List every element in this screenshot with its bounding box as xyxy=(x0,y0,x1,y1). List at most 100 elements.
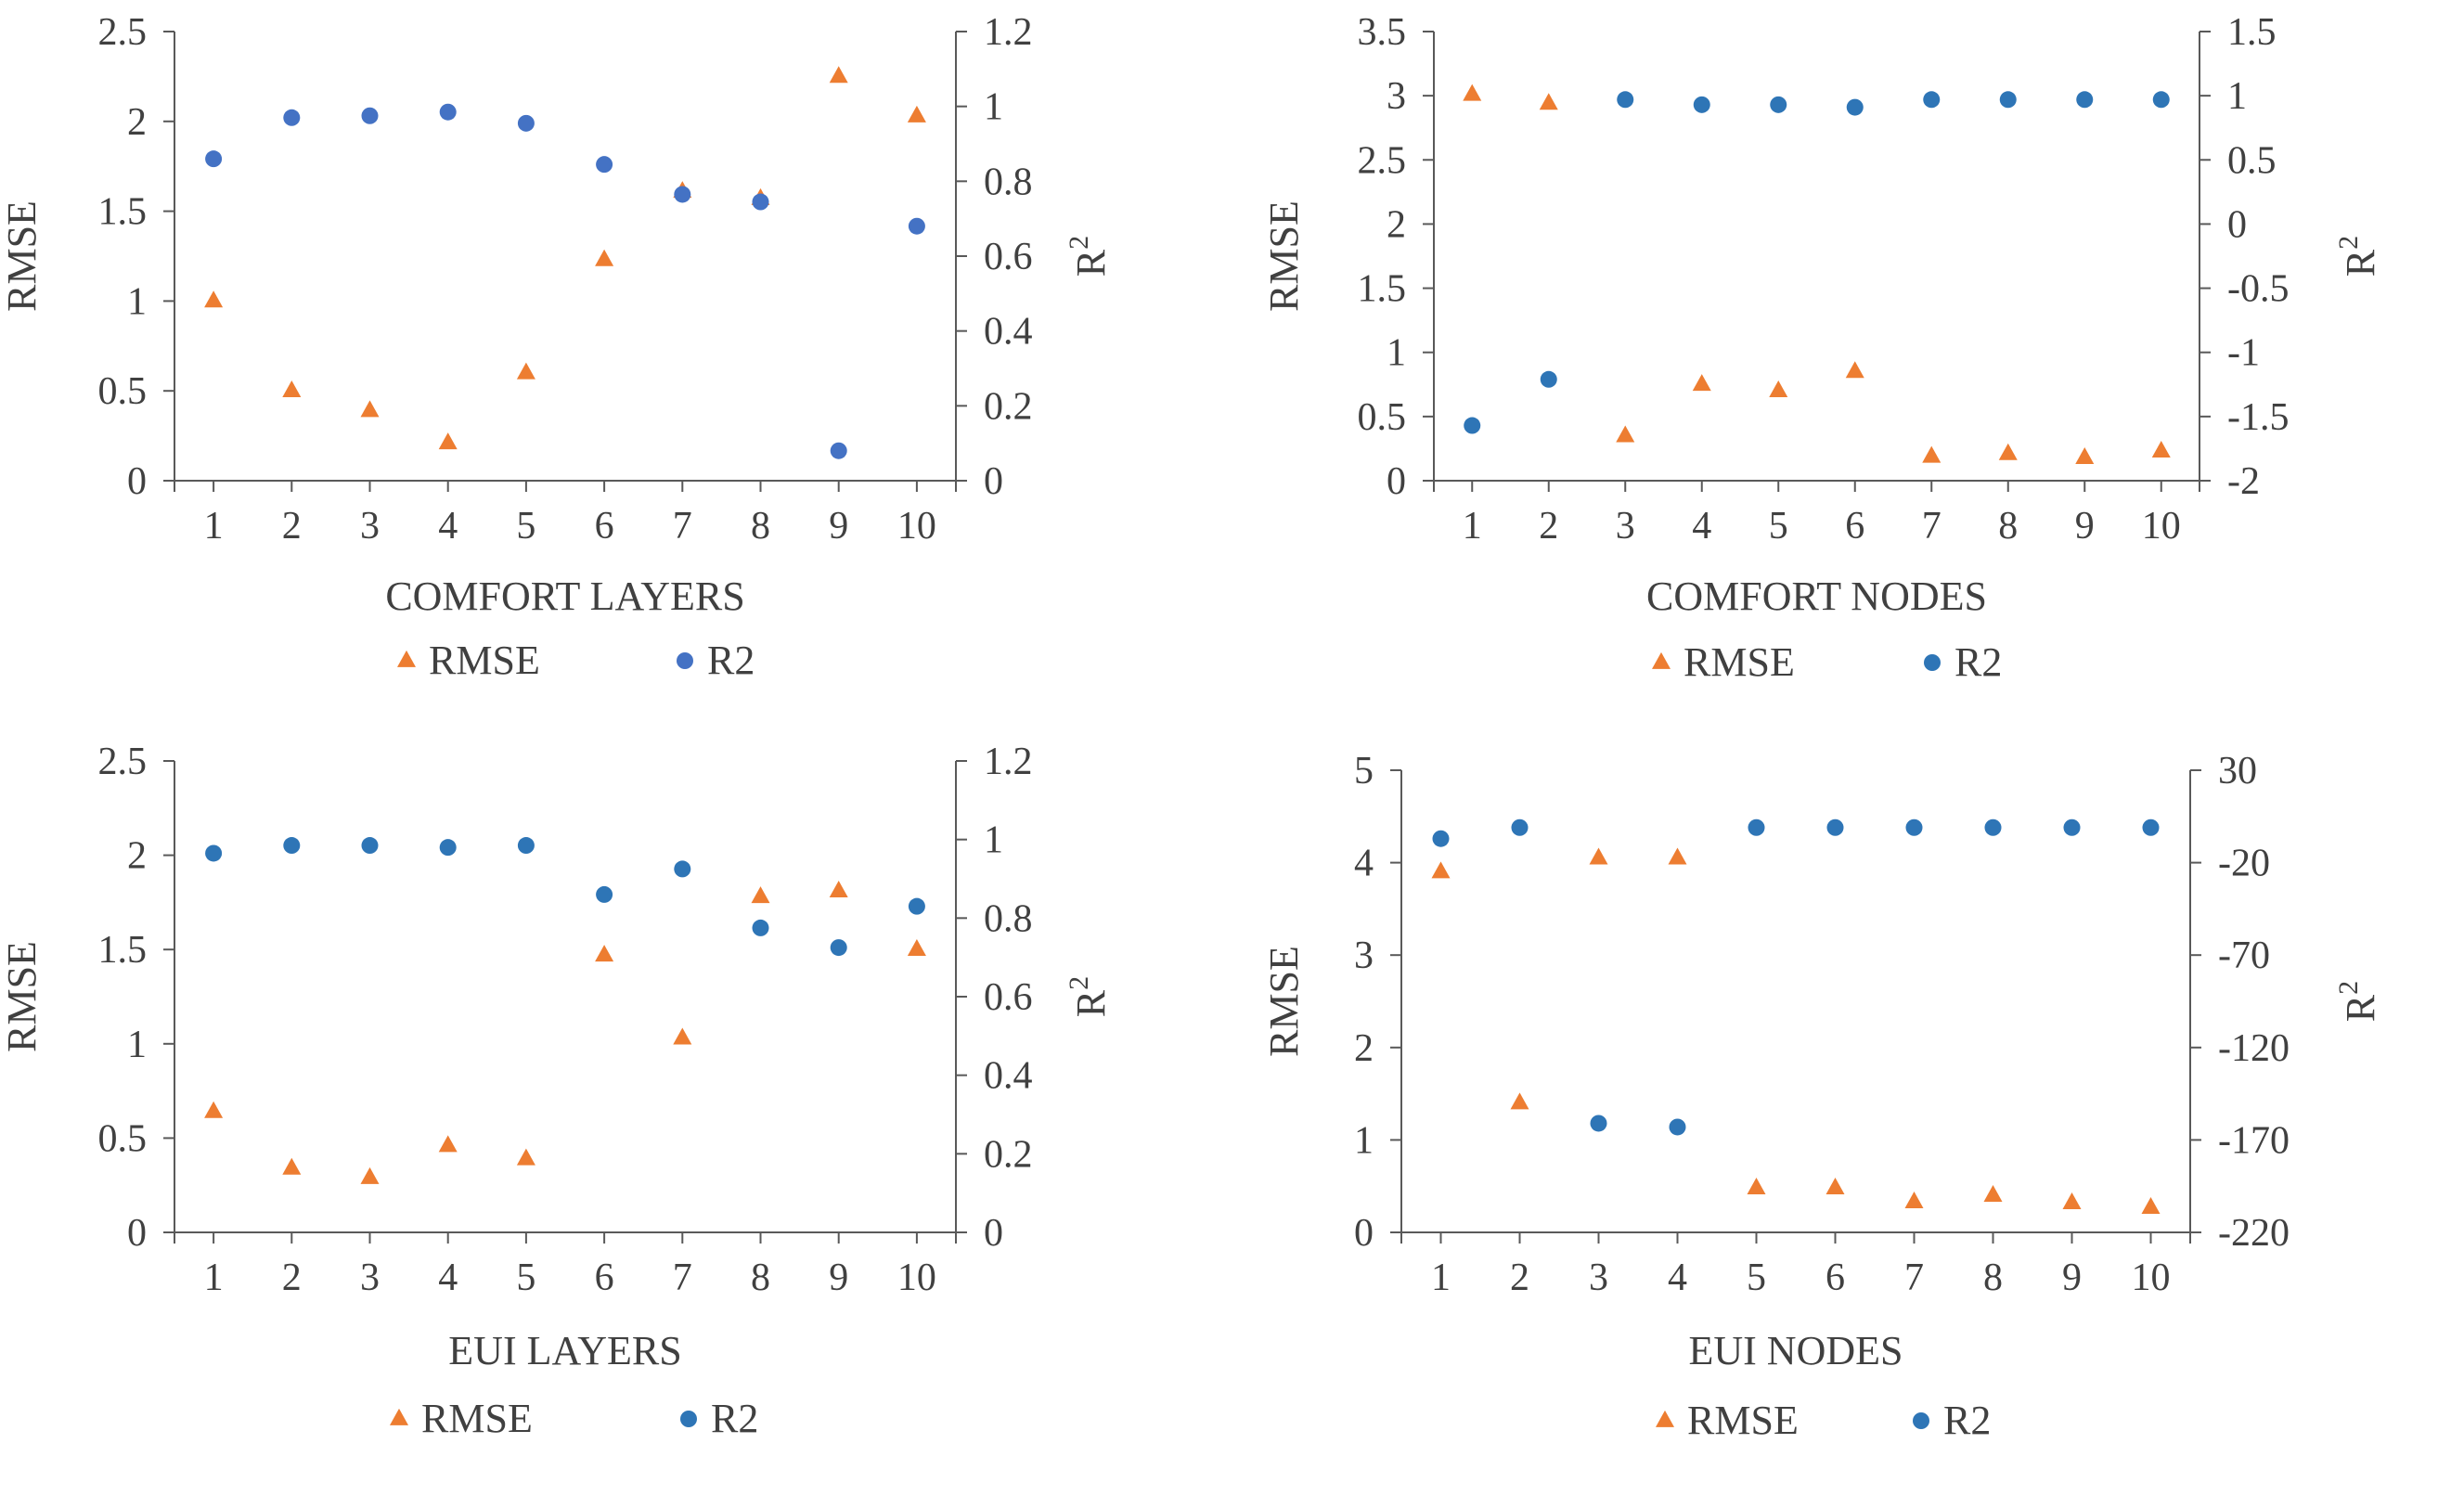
rmse-point xyxy=(1589,847,1608,865)
chart-panel-3: 0 0.5 1 1.5 2 2.5 0 0.2 0.4 0.6 0.8 1 1.2 1 2 3 4 5 6 7 8 9 10… xyxy=(0,741,1114,1441)
left-tick-label: 2.5 xyxy=(1358,139,1407,182)
right-tick-label: -1.5 xyxy=(2227,396,2290,439)
r2-point xyxy=(439,839,457,857)
x-tick-label: 6 xyxy=(1845,505,1864,548)
legend-r2-label: R2 xyxy=(1943,1398,1991,1443)
rmse-point xyxy=(438,432,458,450)
r2-point xyxy=(1770,96,1787,113)
r2-point xyxy=(283,109,301,126)
x-tick-label: 10 xyxy=(897,505,936,548)
right-tick-label: 0.5 xyxy=(2227,139,2277,182)
left-tick-label: 0 xyxy=(127,460,147,503)
r2-point xyxy=(2142,818,2160,836)
x-tick-label: 7 xyxy=(1904,1257,1924,1299)
x-tick-label: 10 xyxy=(2142,505,2181,548)
legend-r2-marker xyxy=(1913,1412,1929,1429)
rmse-point xyxy=(360,400,380,418)
rmse-point xyxy=(282,380,302,398)
secondary-y-axis-title-sup: 2 xyxy=(2333,236,2364,250)
right-tick-label: -70 xyxy=(2218,934,2270,977)
secondary-y-axis-title-base: R xyxy=(2338,994,2383,1022)
rmse-point xyxy=(1998,443,2018,460)
right-tick-label: 0.8 xyxy=(984,897,1033,940)
x-tick-label: 3 xyxy=(360,1257,380,1299)
x-axis-title: COMFORT LAYERS xyxy=(385,574,744,619)
right-tick-label: 1 xyxy=(2227,75,2247,118)
x-tick-label: 9 xyxy=(829,1257,848,1299)
left-tick-label: 1 xyxy=(127,280,147,323)
r2-point xyxy=(596,885,613,903)
left-tick-label: 1.5 xyxy=(98,191,148,234)
rmse-point xyxy=(829,881,848,898)
x-tick-label: 7 xyxy=(673,505,692,548)
x-tick-label: 4 xyxy=(438,1257,458,1299)
left-tick-label: 3.5 xyxy=(1358,11,1407,54)
r2-point xyxy=(1984,818,2002,836)
x-tick-label: 8 xyxy=(751,1257,770,1299)
r2-point xyxy=(1748,818,1765,836)
legend-rmse-marker xyxy=(397,650,416,667)
right-tick-label: 0.4 xyxy=(984,311,1033,354)
x-tick-label: 2 xyxy=(282,505,302,548)
x-tick-label: 3 xyxy=(1616,505,1635,548)
x-tick-label: 9 xyxy=(2075,505,2095,548)
right-tick-label: -20 xyxy=(2218,843,2270,885)
rmse-point xyxy=(2141,1196,2161,1214)
r2-point xyxy=(205,150,223,168)
rmse-point xyxy=(1825,1178,1845,1195)
left-tick-label: 2.5 xyxy=(98,741,148,783)
secondary-y-axis-title-base: R xyxy=(1068,249,1114,277)
rmse-point xyxy=(1747,1178,1766,1195)
secondary-y-axis-title: R2 xyxy=(2333,981,2383,1022)
left-tick-label: 3 xyxy=(1387,75,1406,118)
rmse-point xyxy=(1539,93,1558,110)
legend-r2-marker xyxy=(1924,654,1941,671)
rmse-point xyxy=(2062,1192,2082,1209)
x-tick-label: 7 xyxy=(673,1257,692,1299)
right-tick-label: -1 xyxy=(2227,332,2260,375)
secondary-y-axis-title: R2 xyxy=(1064,236,1114,277)
secondary-y-axis-title-sup: 2 xyxy=(1064,976,1094,990)
rmse-point xyxy=(1769,380,1788,398)
r2-point xyxy=(283,837,301,855)
right-tick-label: 1 xyxy=(984,819,1003,862)
right-tick-label: 0 xyxy=(2227,203,2247,246)
chart-panel-2: 0 0.5 1 1.5 2 2.5 3 3.5 -2 -1.5 -1 -0.5 0 0.5 1 1.5 1 2 3 4… xyxy=(1261,11,2383,685)
r2-point xyxy=(830,939,847,957)
legend-rmse-marker xyxy=(1652,651,1671,669)
rmse-point xyxy=(907,939,926,957)
rmse-point xyxy=(1431,861,1451,879)
legend-r2-marker xyxy=(680,1411,697,1427)
left-tick-label: 0.5 xyxy=(98,370,148,413)
r2-point xyxy=(752,193,769,211)
rmse-point xyxy=(1668,847,1687,865)
rmse-point xyxy=(1904,1191,1924,1208)
rmse-point xyxy=(1845,361,1864,379)
r2-point xyxy=(361,107,379,124)
r2-point xyxy=(439,103,457,121)
rmse-point xyxy=(204,1101,224,1118)
x-tick-label: 9 xyxy=(829,505,848,548)
secondary-y-axis-title-sup: 2 xyxy=(2333,981,2364,995)
x-tick-label: 6 xyxy=(595,505,614,548)
rmse-point xyxy=(1463,84,1482,101)
legend-rmse-label: RMSE xyxy=(429,638,540,683)
right-tick-label: 30 xyxy=(2218,750,2257,793)
left-tick-label: 1.5 xyxy=(1358,268,1407,311)
r2-point xyxy=(1590,1115,1607,1132)
r2-point xyxy=(830,442,847,459)
left-tick-label: 0.5 xyxy=(1358,396,1407,439)
x-tick-label: 3 xyxy=(360,505,380,548)
x-tick-label: 4 xyxy=(438,505,458,548)
left-tick-label: 4 xyxy=(1354,843,1374,885)
rmse-point xyxy=(204,290,224,308)
x-tick-label: 1 xyxy=(204,1257,224,1299)
x-tick-label: 2 xyxy=(1510,1257,1529,1299)
x-axis-title: COMFORT NODES xyxy=(1646,574,1987,619)
chart-panel-4: 0 1 2 3 4 5 -220 -170 -120 -70 -20 30 1 2 3 4 5 6 7 8 9 10 RMS… xyxy=(1261,750,2383,1443)
x-tick-label: 2 xyxy=(1539,505,1558,548)
x-tick-label: 8 xyxy=(751,505,770,548)
x-tick-label: 1 xyxy=(1431,1257,1451,1299)
right-tick-label: -220 xyxy=(2218,1212,2290,1255)
